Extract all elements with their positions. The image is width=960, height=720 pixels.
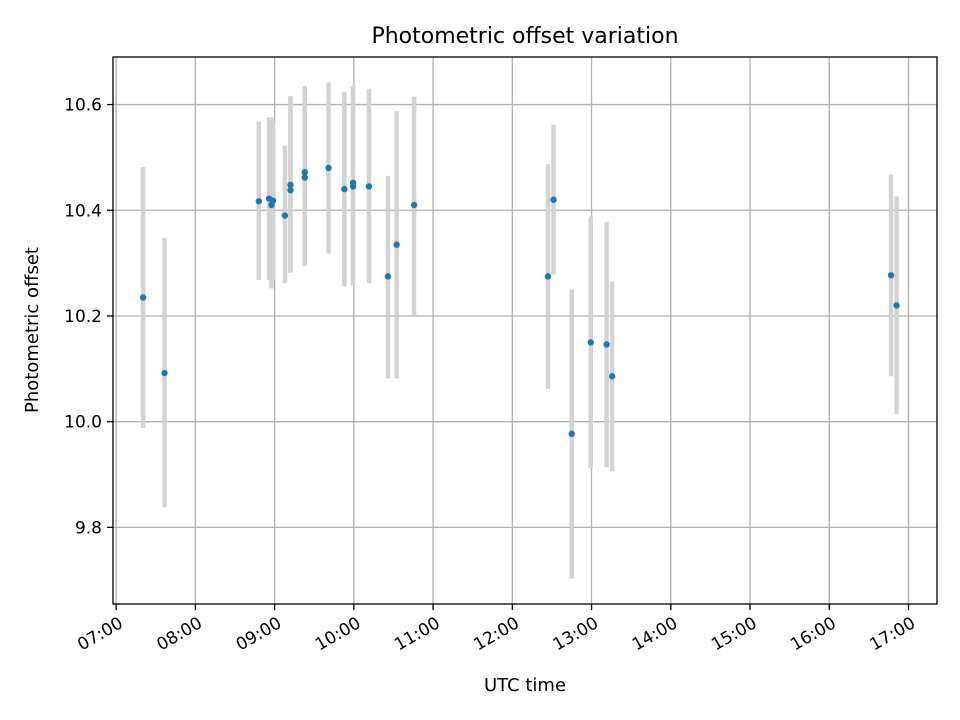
- data-point: [301, 169, 308, 176]
- data-point: [349, 183, 357, 190]
- x-axis-label: UTC time: [484, 675, 566, 696]
- data-point: [608, 373, 616, 380]
- data-point: [603, 341, 610, 348]
- y-tick-label: 10.2: [64, 307, 102, 327]
- data-point: [550, 196, 557, 203]
- data-point: [568, 430, 575, 438]
- y-tick-label: 9.8: [75, 518, 102, 538]
- data-point: [301, 174, 308, 181]
- chart-title: Photometric offset variation: [371, 24, 678, 49]
- y-tick-label: 10.4: [64, 201, 102, 221]
- data-point: [587, 339, 594, 346]
- data-point: [410, 201, 418, 209]
- data-point: [393, 241, 400, 248]
- y-tick-label: 10.6: [64, 96, 102, 116]
- data-point: [287, 186, 294, 194]
- data-point: [281, 212, 289, 219]
- data-point: [269, 197, 277, 204]
- plot-frame: [112, 56, 938, 605]
- data-point: [161, 369, 168, 377]
- data-point: [544, 273, 552, 280]
- data-point: [384, 273, 392, 280]
- data-point: [139, 294, 147, 301]
- data-point: [893, 302, 900, 309]
- y-tick-label: 10.0: [64, 413, 102, 433]
- data-point: [365, 183, 373, 190]
- data-point: [255, 198, 262, 205]
- data-point: [887, 272, 895, 279]
- y-axis-label: Photometric offset: [22, 247, 43, 413]
- data-point: [325, 164, 332, 172]
- data-point: [287, 181, 294, 189]
- data-point: [341, 185, 348, 193]
- point-layer: [139, 164, 900, 438]
